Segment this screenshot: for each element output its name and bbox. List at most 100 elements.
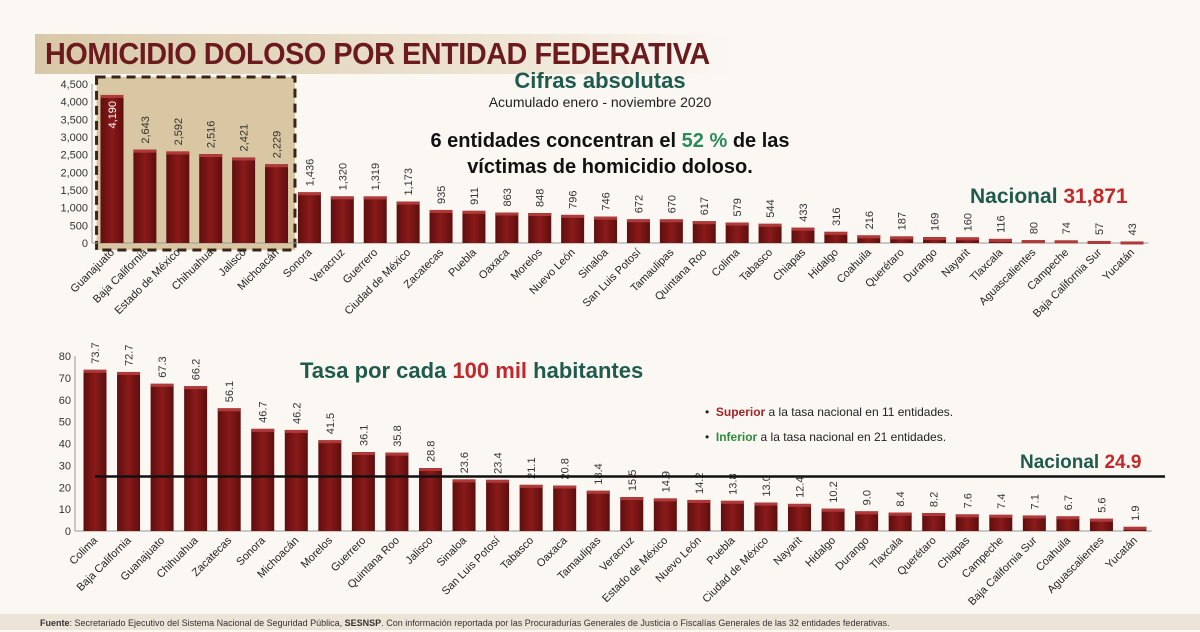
data-label: 2,643 (140, 116, 152, 144)
bar (561, 214, 585, 243)
note-text: de las (727, 130, 790, 152)
data-label: 23.4 (493, 452, 505, 473)
data-label: 670 (666, 195, 678, 213)
bar (284, 429, 308, 531)
y-tick-label: 30 (59, 460, 71, 472)
y-tick-label: 500 (70, 220, 88, 232)
data-label: 1,436 (304, 159, 316, 187)
bar-top (265, 164, 289, 168)
bar (754, 502, 778, 531)
bar-top (495, 212, 519, 216)
data-label: 2,516 (206, 121, 218, 149)
bottom-chart-title: Tasa por cada 100 mil habitantes (300, 358, 643, 384)
data-label: 36.1 (358, 425, 370, 446)
data-label: 1.9 (1130, 506, 1142, 521)
bullet-keyword: Inferior (715, 430, 758, 444)
y-tick-label: 2,000 (60, 167, 88, 179)
data-label: 617 (699, 197, 711, 215)
bar-top (452, 479, 476, 483)
data-label: 23.6 (459, 452, 471, 473)
bullet-inferior: • Inferior a la tasa nacional en 21 enti… (705, 430, 947, 444)
data-label: 5.6 (1096, 497, 1108, 512)
bar (626, 219, 650, 243)
category-label: Nayarit (772, 535, 805, 568)
bar (955, 514, 979, 531)
category-label: San Luis Potosí (581, 247, 644, 310)
category-label: Chiapas (771, 246, 808, 283)
bar (890, 236, 914, 243)
bar-top (429, 209, 453, 213)
bar-top (687, 499, 711, 503)
data-label: 1,319 (370, 163, 382, 191)
bar-top (418, 468, 442, 471)
bar-top (758, 223, 782, 227)
bar-top (620, 497, 644, 501)
national-value: 31,871 (1063, 185, 1128, 208)
bar (922, 513, 946, 531)
bar-top (297, 192, 321, 196)
bar (1056, 516, 1080, 531)
bar-top (791, 227, 815, 231)
concentration-note: 6 entidades concentran el 52 % de las víc… (380, 128, 840, 180)
bar (184, 386, 208, 531)
category-label: Ciudad de México (700, 535, 771, 606)
data-label: 9.0 (862, 490, 874, 505)
bar (725, 222, 749, 243)
bar (166, 151, 190, 243)
bar-top (1089, 518, 1113, 522)
bar-top (989, 514, 1013, 518)
bar-top (594, 216, 618, 220)
bar-top (133, 149, 157, 153)
note-text: 6 entidades concentran el (430, 130, 682, 152)
bar-top (385, 452, 409, 456)
y-tick-label: 4,000 (60, 97, 88, 109)
data-label: 41.5 (325, 413, 337, 434)
bar (553, 485, 577, 531)
bar-top (150, 383, 174, 387)
y-tick-label: 40 (59, 439, 71, 451)
bar (888, 512, 912, 531)
bar (620, 497, 644, 531)
bar-top (955, 514, 979, 518)
bar (351, 452, 375, 531)
data-label: 46.2 (291, 403, 303, 424)
bar-top (553, 485, 577, 489)
national-value: 24.9 (1104, 452, 1142, 473)
bar (452, 479, 476, 531)
bar (462, 210, 486, 243)
top-chart-subtitle: Acumulado enero - noviembre 2020 (488, 94, 712, 110)
data-label: 2,421 (239, 124, 251, 152)
bar-top (318, 440, 342, 444)
data-label: 8.4 (895, 491, 907, 506)
y-tick-label: 3,500 (60, 114, 88, 126)
bar (692, 221, 716, 243)
bar-top (586, 490, 610, 494)
data-label: 746 (601, 192, 613, 210)
bar-top (890, 236, 914, 240)
y-tick-label: 70 (59, 373, 71, 385)
y-tick-label: 0 (82, 238, 88, 250)
bar-top (1056, 516, 1080, 520)
bar (429, 209, 453, 243)
bar-top (725, 222, 749, 226)
bar-top (1087, 240, 1111, 244)
y-tick-label: 20 (59, 482, 71, 494)
note-percent: 52 % (681, 130, 728, 152)
page-title: HOMICIDIO DOLOSO POR ENTIDAD FEDERATIVA (45, 36, 710, 71)
y-tick-label: 50 (59, 417, 71, 429)
bar-top (821, 508, 845, 512)
bar-top (923, 237, 947, 241)
bar-top (626, 219, 650, 223)
data-label: 56.1 (224, 381, 236, 402)
bar (528, 213, 552, 243)
data-label: 8.2 (929, 492, 941, 507)
title-part: habitantes (527, 358, 644, 383)
bar (232, 157, 256, 243)
y-tick-label: 4,500 (60, 79, 88, 91)
bar-top (462, 210, 486, 214)
bar (989, 514, 1013, 531)
bar-top (396, 201, 420, 205)
y-tick-label: 0 (65, 526, 71, 538)
data-label: 169 (930, 213, 942, 231)
